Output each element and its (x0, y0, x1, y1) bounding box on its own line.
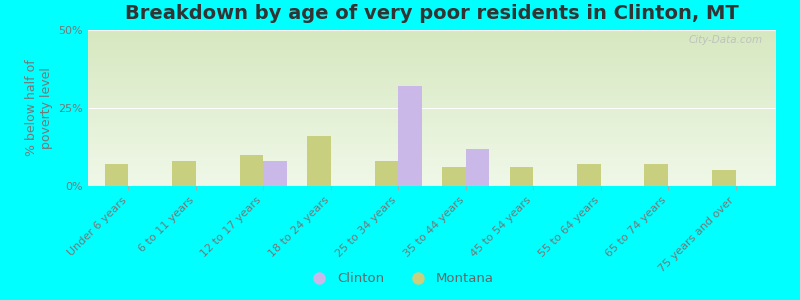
Bar (577, 164, 601, 186)
Bar (105, 164, 129, 186)
Bar (307, 136, 331, 186)
Bar (374, 161, 398, 186)
Bar (442, 167, 466, 186)
Bar (240, 155, 263, 186)
Bar (172, 161, 196, 186)
Title: Breakdown by age of very poor residents in Clinton, MT: Breakdown by age of very poor residents … (125, 4, 739, 23)
Y-axis label: % below half of
poverty level: % below half of poverty level (25, 60, 53, 156)
Bar (510, 167, 533, 186)
Legend: Clinton, Montana: Clinton, Montana (301, 267, 499, 290)
Bar (466, 148, 490, 186)
Bar (398, 86, 422, 186)
Bar (263, 161, 287, 186)
Bar (645, 164, 668, 186)
Bar (712, 170, 735, 186)
Text: City-Data.com: City-Data.com (688, 35, 762, 45)
